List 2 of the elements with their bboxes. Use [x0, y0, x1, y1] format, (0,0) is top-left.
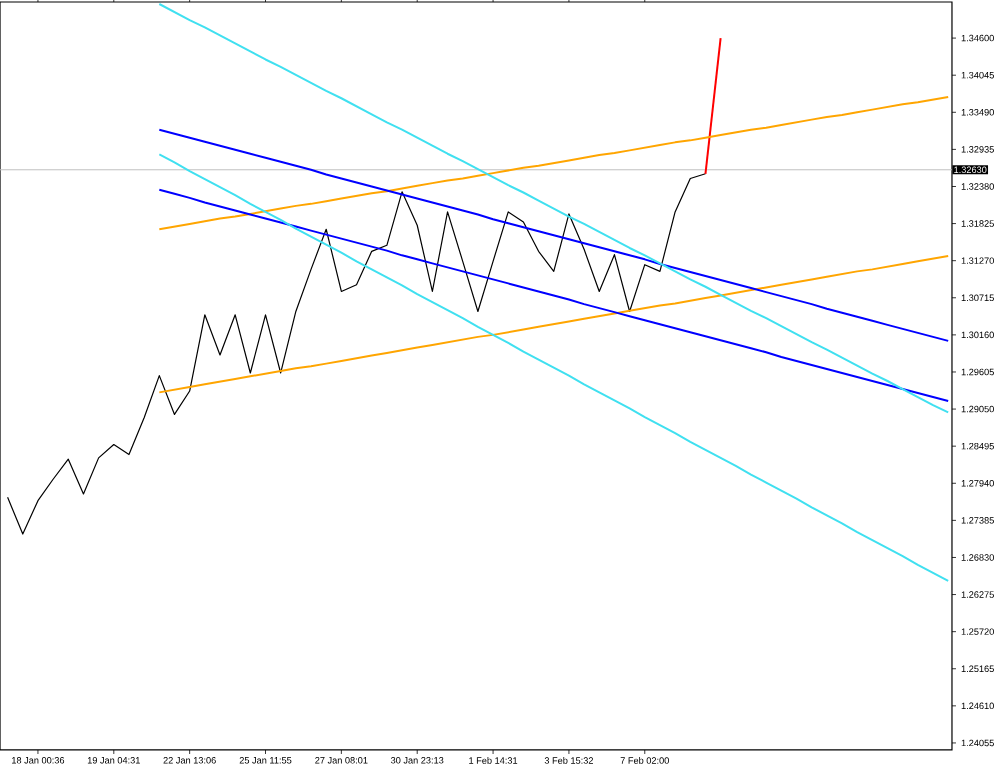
line-series — [7, 173, 707, 535]
line-series — [158, 128, 950, 342]
